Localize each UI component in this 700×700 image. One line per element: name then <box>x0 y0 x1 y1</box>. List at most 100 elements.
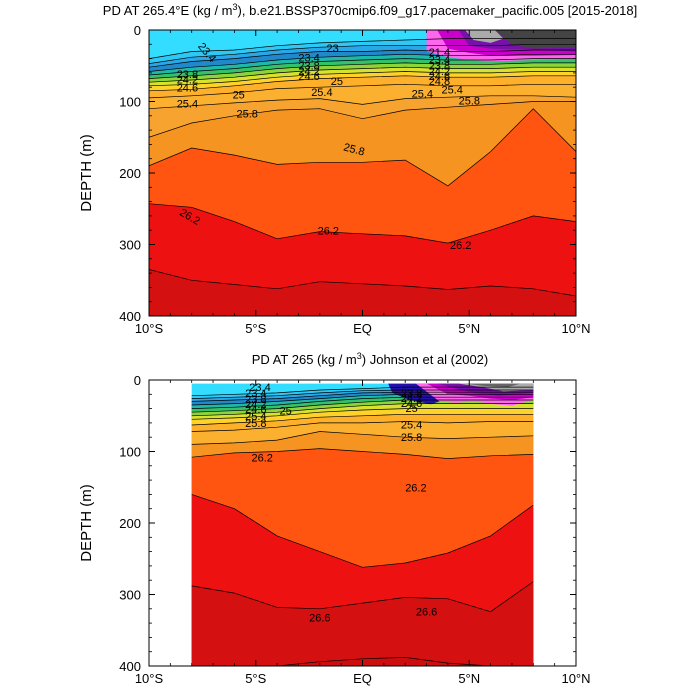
contour-patch <box>458 383 534 392</box>
contour-label: 24.6 <box>177 83 198 95</box>
contour-label: 26.6 <box>309 613 330 625</box>
contour-plot: 23.423.423.824.224.6 2525.425.823.824.224… <box>119 373 590 686</box>
contour-label: 25.8 <box>459 95 480 107</box>
contour-label: 24.2 <box>401 393 422 405</box>
contour-label: 25.8 <box>342 141 366 158</box>
contour-label: 25 <box>233 90 245 102</box>
x-tick-label: 10°N <box>561 671 590 686</box>
contour-line <box>149 66 576 83</box>
contour-label: 24.2 <box>177 75 198 87</box>
contour-label: 25.4 <box>412 88 433 100</box>
contour-band <box>149 269 576 316</box>
contour-label: 25.4 <box>441 85 462 97</box>
contour-line <box>149 83 576 99</box>
contour-line <box>149 95 576 110</box>
contour-label: 24.2 <box>429 66 450 78</box>
contour-label: 24.8 <box>429 76 450 88</box>
contour-line <box>191 391 534 402</box>
contour-line <box>149 53 576 72</box>
contour-line <box>149 38 576 59</box>
contour-line <box>149 58 576 76</box>
contour-label: 23.4 <box>245 388 266 400</box>
y-tick-label: 0 <box>134 23 141 38</box>
contour-patch <box>465 30 504 43</box>
contour-label: 24.6 <box>245 404 266 416</box>
y-tick-label: 400 <box>119 659 141 674</box>
contour-label: 23.4 <box>429 55 450 67</box>
x-tick-label: 5°S <box>245 321 266 336</box>
contour-label: 26.2 <box>405 483 426 495</box>
contour-label: 25.4 <box>401 420 422 432</box>
contour-line <box>149 269 576 297</box>
x-tick-label: EQ <box>353 321 372 336</box>
contour-line <box>149 75 576 92</box>
contour-line <box>191 399 534 413</box>
contour-label: 25.4 <box>177 98 198 110</box>
x-tick-label: EQ <box>353 671 372 686</box>
contour-patch <box>465 383 521 388</box>
x-tick-label: 5°S <box>245 671 266 686</box>
plot-area: 23.423.423.824.224.6 2525.425.823.824.224… <box>191 382 534 666</box>
contour-label: 23.8 <box>429 60 450 72</box>
contour-label: 24.6 <box>429 71 450 83</box>
x-tick-label: 10°S <box>135 321 164 336</box>
y-tick-label: 100 <box>119 445 141 460</box>
contour-line <box>191 408 534 420</box>
y-tick-label: 300 <box>119 238 141 253</box>
contour-line <box>191 393 534 406</box>
contour-label: 23.4 <box>249 382 270 394</box>
y-axis-label: DEPTH (m) <box>78 484 95 562</box>
contour-line <box>191 657 534 666</box>
contour-label: 23.8 <box>401 388 422 400</box>
contour-line <box>149 101 576 138</box>
x-tick-label: 10°S <box>135 671 164 686</box>
plot-area: 23.4 2323.423.824.224.623.824.224.62525.4… <box>149 30 576 316</box>
contour-label: 23.4 <box>298 53 319 65</box>
contour-label: 24.2 <box>298 66 319 78</box>
contour-label: 24.2 <box>245 399 266 411</box>
y-tick-label: 200 <box>119 516 141 531</box>
contour-label: 26.2 <box>251 453 272 465</box>
contour-label: 26.6 <box>416 606 437 618</box>
y-tick-label: 300 <box>119 588 141 603</box>
contour-label: 24.6 <box>298 71 319 83</box>
contour-line <box>149 62 576 79</box>
contour-label: 23.8 <box>245 394 266 406</box>
contour-line <box>149 203 576 244</box>
contour-label: 24.6 <box>401 398 422 410</box>
contour-line <box>149 43 576 64</box>
x-tick-label: 5°N <box>458 671 480 686</box>
contour-line <box>149 108 576 187</box>
panel-top: PD AT 265.4°E (kg / m3), b.e21.BSSP370cm… <box>78 2 637 336</box>
contour-label: 25 <box>279 405 291 417</box>
contour-line <box>149 71 576 87</box>
y-tick-label: 0 <box>134 373 141 388</box>
x-tick-label: 10°N <box>561 321 590 336</box>
contour-line <box>191 396 534 409</box>
contour-band <box>191 581 534 666</box>
contour-line <box>191 448 534 459</box>
contour-line <box>191 386 534 397</box>
contour-label: 25.4 <box>245 411 266 423</box>
contour-label: 21.4 <box>429 47 450 59</box>
contour-line <box>191 413 534 426</box>
contour-label: 25.8 <box>236 108 257 120</box>
contour-label: 26.2 <box>450 240 471 252</box>
x-tick-label: 5°N <box>458 321 480 336</box>
contour-label: 25.4 <box>311 87 332 99</box>
contour-line <box>191 431 534 445</box>
contour-label: 25 <box>331 76 343 88</box>
contour-label: 25 <box>405 403 417 415</box>
y-tick-label: 200 <box>119 166 141 181</box>
contour-label: 23.8 <box>177 69 198 81</box>
contour-label: 23 <box>326 43 338 55</box>
panel-bottom: PD AT 265 (kg / m3) Johnson et al (2002)… <box>78 351 591 686</box>
contour-label: 25.8 <box>401 432 422 444</box>
contour-label: 23.8 <box>298 60 319 72</box>
panel-title: PD AT 265.4°E (kg / m3), b.e21.BSSP370cm… <box>103 2 637 18</box>
contour-line <box>191 581 534 613</box>
contour-plot: 23.4 2323.423.824.224.623.824.224.62525.4… <box>119 23 590 336</box>
y-tick-label: 100 <box>119 95 141 110</box>
contour-line <box>191 421 534 432</box>
